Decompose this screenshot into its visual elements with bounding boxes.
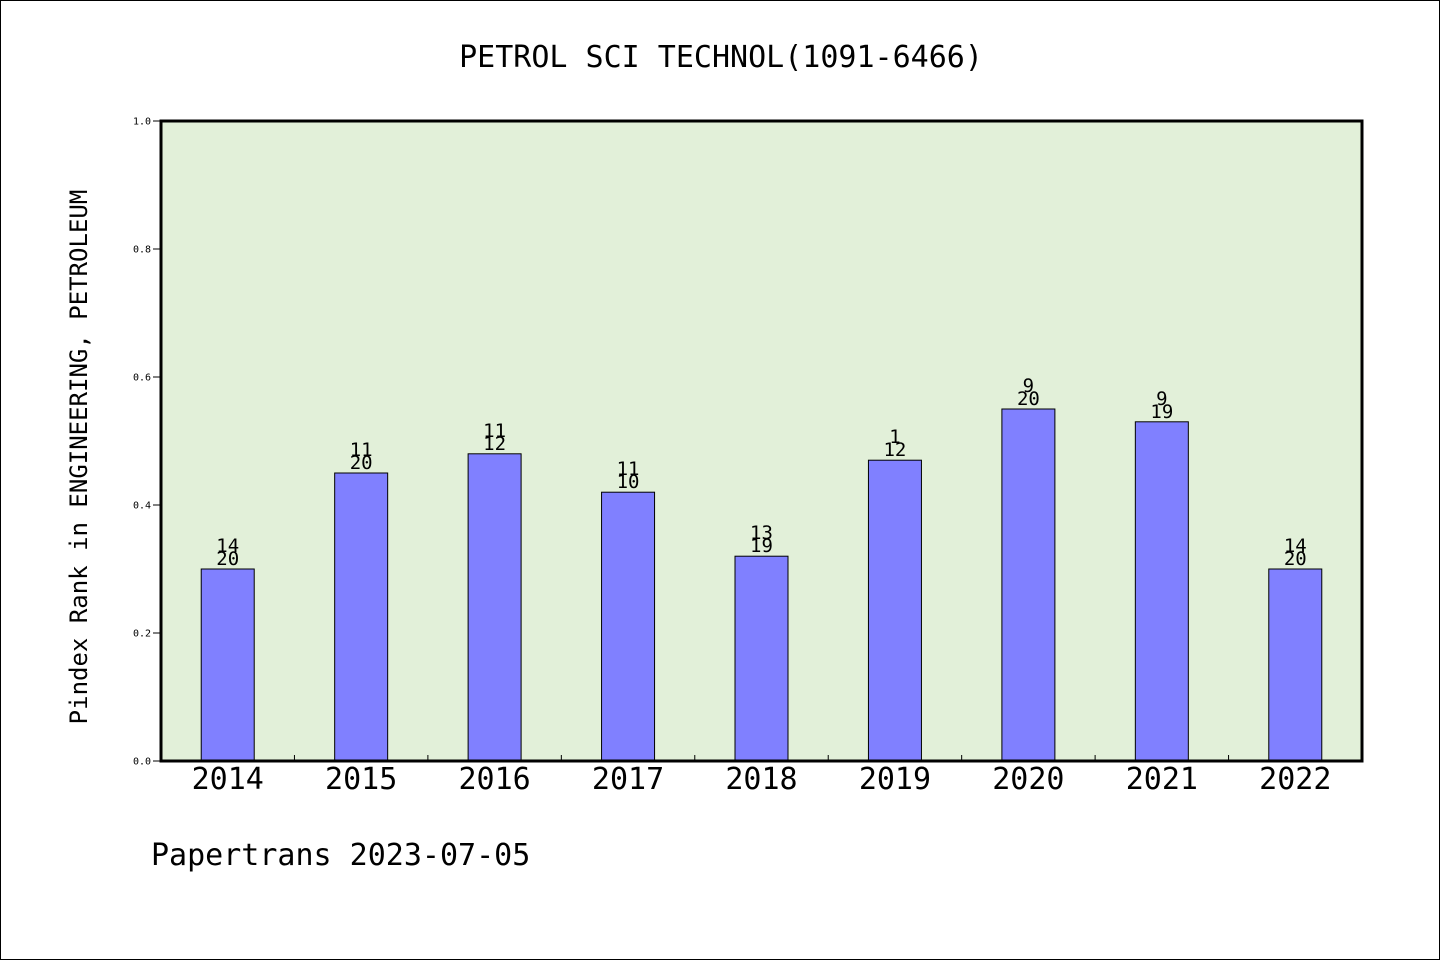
bar — [1134, 421, 1189, 762]
bar-label-top: 13 — [750, 522, 773, 544]
y-tick-label: 0.4 — [133, 501, 151, 512]
bar-label-bottom: 10 — [617, 471, 640, 493]
plot-area: 0.00.20.40.60.81.02014201420112015121120… — [133, 117, 1364, 797]
bar-label-bottom: 19 — [750, 535, 773, 557]
footer-credit: Papertrans 2023-07-05 — [151, 838, 530, 873]
bar — [1268, 568, 1323, 762]
plot-border — [159, 119, 1364, 763]
bar-label-bottom: 20 — [350, 452, 373, 474]
x-tick-label: 2020 — [992, 762, 1064, 797]
bar-label-bottom: 12 — [883, 439, 906, 461]
y-tick-label: 0.8 — [133, 245, 151, 256]
chart-title: PETROL SCI TECHNOL(1091-6466) — [459, 40, 983, 75]
bar-label-bottom: 20 — [1284, 548, 1307, 570]
bar — [467, 453, 522, 762]
bar-label-bottom: 20 — [216, 548, 239, 570]
bar-label-top: 11 — [617, 458, 640, 480]
y-axis-label: Pindex Rank in ENGINEERING, PETROLEUM — [65, 190, 93, 725]
bar-label-top: 11 — [350, 439, 373, 461]
x-tick-label: 2016 — [458, 762, 530, 797]
bar-label-top: 9 — [1156, 388, 1167, 410]
bar-label-bottom: 19 — [1150, 401, 1173, 423]
x-tick-label: 2021 — [1126, 762, 1198, 797]
x-tick-label: 2018 — [725, 762, 797, 797]
bar — [867, 459, 922, 762]
x-tick-label: 2015 — [325, 762, 397, 797]
bar-label-top: 1 — [889, 426, 900, 448]
bar — [334, 472, 389, 762]
x-tick-label: 2014 — [192, 762, 264, 797]
x-tick-label: 2022 — [1259, 762, 1331, 797]
x-tick-label: 2017 — [592, 762, 664, 797]
bar-label-top: 14 — [1284, 535, 1307, 557]
y-tick-label: 1.0 — [133, 117, 151, 128]
bar — [601, 491, 656, 762]
y-tick-label: 0.6 — [133, 373, 151, 384]
bar — [200, 568, 255, 762]
y-tick-label: 0.0 — [133, 757, 151, 768]
bar-label-top: 14 — [216, 535, 239, 557]
y-tick-label: 0.2 — [133, 629, 151, 640]
bar — [1001, 408, 1056, 762]
bar-label-top: 11 — [483, 420, 506, 442]
bar — [734, 555, 789, 762]
bar-label-bottom: 12 — [483, 433, 506, 455]
bar-label-top: 9 — [1023, 375, 1034, 397]
bar-label-bottom: 20 — [1017, 388, 1040, 410]
x-tick-label: 2019 — [859, 762, 931, 797]
